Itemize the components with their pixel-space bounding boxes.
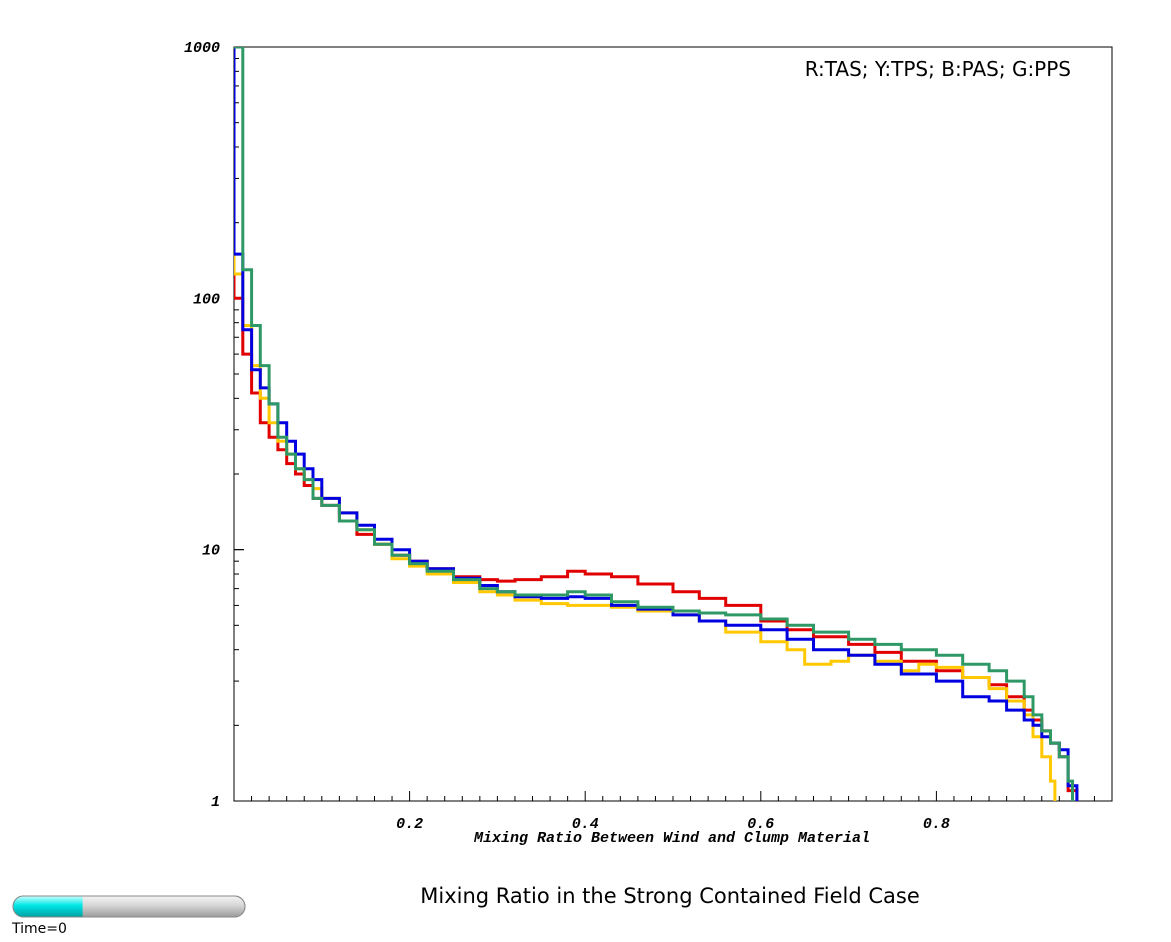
x-axis: 0.2 0.4 0.6 0.8 [251,791,1095,833]
series-line-0 [234,47,1079,801]
series-line-1 [234,47,1057,801]
series-line-3 [234,47,1074,801]
time-label: Time=0 [11,921,67,937]
series-line-2 [234,47,1079,801]
plot-frame [233,46,1113,802]
x-tick-label: 0.6 [747,816,774,833]
y-tick-label: 10 [202,543,220,560]
plot-title: Mixing Ratio in the Strong Contained Fie… [420,884,920,908]
y-tick-label: 1 [211,794,220,811]
time-slider-fill [13,896,83,917]
time-slider[interactable] [12,895,246,918]
legend-text: R:TAS; Y:TPS; B:PAS; G:PPS [805,57,1071,81]
y-axis: 1 10 100 1000 [184,40,244,811]
x-tick-label: 0.2 [396,816,423,833]
series-group [234,47,1079,801]
y-tick-label: 100 [193,291,220,308]
x-tick-label: 0.4 [572,816,599,833]
y-tick-label: 1000 [184,40,220,57]
x-axis-title: Mixing Ratio Between Wind and Clump Mate… [473,830,870,847]
x-tick-label: 0.8 [923,816,950,833]
time-slider-outline [12,895,246,918]
